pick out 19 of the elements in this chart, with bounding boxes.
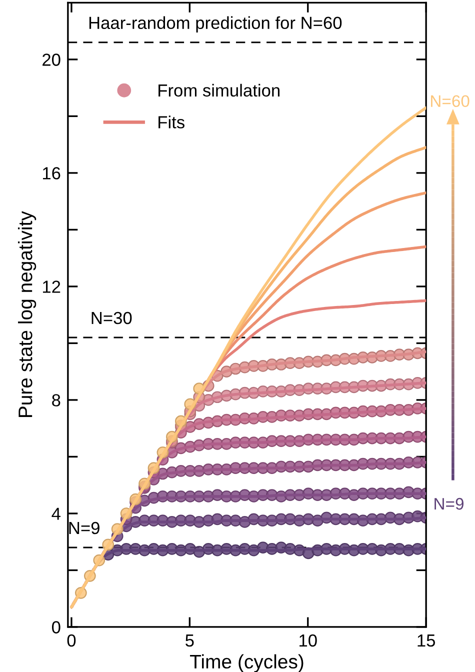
annotation: Haar-random prediction for N=60 bbox=[89, 16, 342, 32]
x-axis-title: Time (cycles) bbox=[190, 654, 304, 672]
annotation: N=9 bbox=[69, 522, 100, 534]
y-tick-label: 8 bbox=[52, 394, 60, 406]
y-axis-title: Pure state log negativity bbox=[18, 211, 36, 417]
y-tick-label: 4 bbox=[52, 508, 60, 520]
text: N=60 bbox=[431, 95, 470, 108]
text: N=9 bbox=[434, 498, 464, 510]
x-tick-label: 0 bbox=[67, 634, 76, 647]
x-tick-label: 5 bbox=[186, 634, 194, 647]
annotation: N=30 bbox=[92, 312, 132, 324]
x-tick-label: 10 bbox=[300, 634, 317, 647]
y-tick-label: 0 bbox=[52, 621, 60, 634]
y-tick-label: 16 bbox=[42, 167, 60, 180]
legend-label: From simulation bbox=[158, 84, 280, 97]
legend-label: Fits bbox=[158, 116, 184, 128]
y-tick-label: 20 bbox=[42, 54, 60, 66]
x-tick-label: 15 bbox=[418, 634, 436, 647]
y-tick-label: 12 bbox=[42, 280, 60, 293]
